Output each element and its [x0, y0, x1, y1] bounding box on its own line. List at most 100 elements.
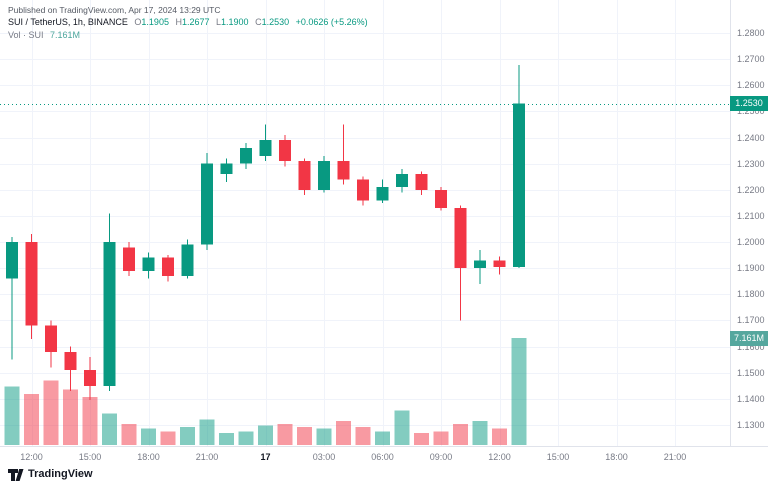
- volume-value: 7.161M: [50, 30, 81, 40]
- volume-badge: 7.161M: [730, 330, 768, 346]
- volume-bar: [336, 421, 351, 445]
- footer-bar: TradingView: [0, 468, 768, 482]
- candle-body: [357, 179, 369, 201]
- price-tick-label: 1.2400: [737, 132, 765, 143]
- volume-bar: [141, 428, 156, 445]
- candle-body: [6, 242, 18, 279]
- volume-bar: [102, 413, 117, 445]
- candle-body: [123, 247, 135, 271]
- volume-bar: [394, 410, 410, 445]
- price-tick-label: 1.1400: [737, 393, 765, 404]
- candle-body: [493, 260, 506, 267]
- volume-bar: [43, 380, 59, 445]
- volume-bar: [24, 394, 39, 445]
- time-tick-label: 03:00: [312, 452, 336, 462]
- candle-body: [25, 242, 38, 326]
- volume-bar: [453, 424, 468, 445]
- volume-bar: [121, 424, 137, 445]
- ohlc-low-value: 1.1900: [221, 17, 249, 27]
- candle-body: [396, 174, 408, 188]
- volume-bar: [238, 431, 254, 445]
- price-tick-label: 1.1900: [737, 263, 765, 274]
- published-caption: Published on TradingView.com, Apr 17, 20…: [8, 5, 221, 15]
- candle-body: [513, 103, 525, 267]
- price-tick-label: 1.1300: [737, 420, 765, 430]
- price-tick-label: 1.2000: [737, 237, 765, 248]
- volume-bar: [160, 431, 176, 445]
- price-tick-label: 1.2200: [737, 184, 765, 195]
- chart-area[interactable]: [0, 0, 730, 446]
- time-tick-label: 06:00: [371, 452, 394, 462]
- volume-bar: [375, 431, 390, 445]
- volume-bar: [316, 428, 332, 445]
- volume-bar: [414, 433, 429, 445]
- candle-body: [279, 140, 291, 162]
- volume-bar: [511, 338, 527, 445]
- candle-body: [103, 242, 116, 386]
- candle-body: [220, 163, 233, 175]
- symbol-title: SUI / TetherUS, 1h, BINANCE: [8, 17, 128, 27]
- candle-body: [376, 187, 389, 201]
- time-tick-label: 17: [260, 452, 271, 462]
- brand-name[interactable]: TradingView: [28, 468, 93, 480]
- price-tick-label: 1.1500: [737, 367, 765, 378]
- volume-bar: [355, 427, 371, 445]
- price-tick-label: 1.1700: [737, 315, 765, 326]
- ohlc-open-value: 1.1905: [141, 17, 169, 27]
- price-tick-label: 1.1800: [737, 289, 765, 300]
- candle-body: [259, 140, 272, 156]
- volume-bar: [82, 397, 98, 445]
- tradingview-logo-icon[interactable]: [8, 468, 24, 482]
- candle-body: [84, 370, 96, 386]
- volume-bar: [4, 386, 20, 445]
- candle-body: [298, 161, 311, 190]
- ohlc-high-label: H: [175, 17, 182, 27]
- volume-bar: [492, 428, 507, 445]
- time-tick-label: 09:00: [429, 452, 453, 462]
- price-tick-label: 1.2700: [737, 54, 765, 65]
- volume-bar: [63, 389, 78, 445]
- volume-bar: [180, 427, 195, 445]
- volume-bar: [199, 419, 215, 445]
- candle-body: [64, 351, 77, 371]
- candle-body: [318, 161, 330, 190]
- price-tick-label: 1.1600: [737, 341, 765, 352]
- volume-bar: [277, 424, 293, 445]
- candle-body: [435, 189, 447, 209]
- price-tick-label: 1.2300: [737, 158, 765, 169]
- candle-body: [337, 161, 350, 180]
- time-tick-label: 18:00: [605, 452, 628, 462]
- last-price-badge: 1.2530: [730, 96, 768, 112]
- candle-body: [474, 260, 486, 269]
- time-tick-label: 15:00: [546, 452, 570, 462]
- price-tick-label: 1.2800: [737, 28, 765, 38]
- volume-legend: Vol · SUI 7.161M: [8, 30, 80, 40]
- candle-body: [45, 325, 57, 352]
- ohlc-low-label: L: [216, 17, 222, 27]
- candle-body: [181, 244, 194, 277]
- volume-bar: [297, 427, 312, 445]
- ohlc-close-label: C: [255, 17, 262, 27]
- price-tick-label: 1.2100: [737, 210, 765, 221]
- time-tick-label: 21:00: [663, 452, 687, 462]
- ohlc-open-label: O: [134, 17, 142, 27]
- candle-body: [240, 147, 252, 164]
- chart-canvas[interactable]: [0, 0, 730, 446]
- price-tick-label: 1.2500: [737, 106, 765, 117]
- time-axis[interactable]: 12:00 15:00 18:00 21:00 17 03:00 06:00 09:00 12:…: [0, 446, 768, 468]
- candle-body: [201, 163, 213, 245]
- volume-bar: [219, 433, 234, 445]
- volume-bar: [258, 425, 273, 445]
- time-tick-label: 12:00: [20, 452, 43, 462]
- candle-body: [142, 257, 155, 271]
- price-axis[interactable]: 1.2800 1.2700 1.2600 1.2500 1.2400 1.2300 1.22…: [730, 0, 768, 446]
- price-tick-label: 1.2600: [737, 80, 765, 91]
- volume-bar: [433, 431, 449, 445]
- symbol-legend: SUI / TetherUS, 1h, BINANCE O1.1905 H1.2…: [8, 17, 368, 27]
- time-tick-label: 21:00: [195, 452, 219, 462]
- time-tick-label: 18:00: [137, 452, 160, 462]
- volume-label: Vol · SUI: [8, 30, 44, 40]
- time-tick-label: 15:00: [78, 452, 102, 462]
- change-readout: +0.0626 (+5.26%): [295, 17, 368, 27]
